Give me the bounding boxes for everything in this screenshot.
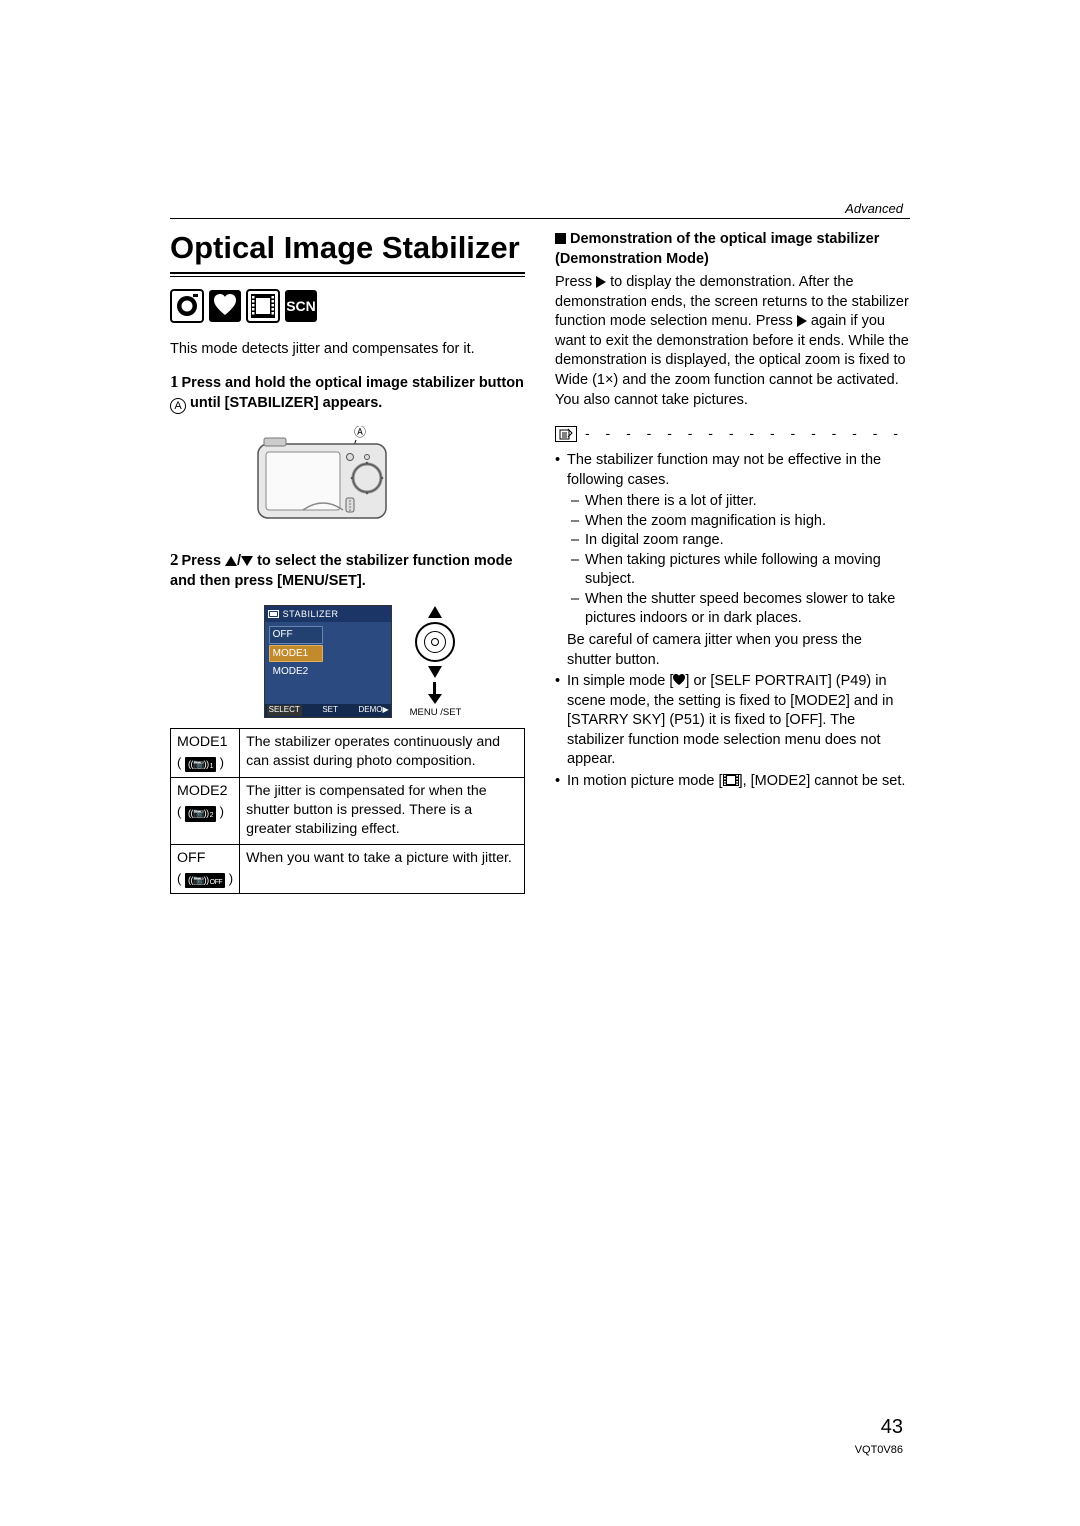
menu-set-label: MENU /SET xyxy=(410,708,462,718)
down-triangle-icon xyxy=(241,556,253,566)
camera-mode-icon xyxy=(171,290,203,322)
mode2-desc: The jitter is compensated for when the s… xyxy=(240,778,525,845)
stabilizer-icon: ((📷))1 xyxy=(185,757,216,772)
list-item: When taking pictures while following a m… xyxy=(571,551,910,590)
control-column: MENU /SET xyxy=(410,606,462,718)
title-rule-thick xyxy=(170,272,525,275)
list-item: When the zoom magnification is high. xyxy=(571,512,910,532)
off-cell: OFF ( ((📷))OFF ) xyxy=(171,844,240,893)
up-triangle-icon xyxy=(225,556,237,566)
table-row: MODE1 ( ((📷))1 ) The stabilizer operates… xyxy=(171,728,525,777)
step-2: 2Press / to select the stabilizer functi… xyxy=(170,549,525,592)
title-rule-thin xyxy=(170,276,525,277)
heart-mode-icon xyxy=(209,290,241,322)
menu-item-mode2: MODE2 xyxy=(269,663,323,681)
menu-item-off: OFF xyxy=(269,626,323,644)
mode1-label: MODE1 xyxy=(177,733,233,752)
square-bullet-icon xyxy=(555,233,566,244)
demo-paragraph: Press to display the demonstration. Afte… xyxy=(555,273,910,410)
page-number: 43 xyxy=(881,1414,903,1441)
header-rule xyxy=(170,218,910,219)
heart-icon xyxy=(673,674,685,686)
menu-footer-set: SET xyxy=(322,705,338,716)
step-1: 1Press and hold the optical image stabil… xyxy=(170,371,525,414)
stabilizer-icon: ((📷))OFF xyxy=(185,873,225,888)
step-2-text-a: Press xyxy=(182,553,226,569)
section-header: Advanced xyxy=(845,200,903,218)
list-item: In motion picture mode [], [MODE2] canno… xyxy=(555,772,910,792)
camera-label-a: Ⓐ xyxy=(354,426,366,439)
off-label: OFF xyxy=(177,849,233,868)
ctrl-down-icon xyxy=(428,666,442,678)
intro-text: This mode detects jitter and compensates… xyxy=(170,340,525,360)
menu-item-mode1: MODE1 xyxy=(269,645,323,663)
camera-figure: Ⓐ xyxy=(248,426,525,531)
dpad-icon xyxy=(415,622,455,662)
step-2-number: 2 xyxy=(170,550,179,569)
dash-line: - - - - - - - - - - - - - - - - - - xyxy=(585,424,910,443)
left-column: Optical Image Stabilizer xyxy=(170,230,525,894)
mode-icons-row: SCN xyxy=(170,289,525,330)
stabilizer-menu-screen: STABILIZER OFF MODE1 MODE2 SELECT SET DE… xyxy=(264,605,392,717)
document-code: VQT0V86 xyxy=(855,1443,903,1458)
step-1-text-a: Press and hold the optical image stabili… xyxy=(182,375,524,391)
right-triangle-icon xyxy=(596,276,606,288)
list-item: When there is a lot of jitter. xyxy=(571,492,910,512)
right-column: Demonstration of the optical image stabi… xyxy=(555,230,910,894)
menu-figure: STABILIZER OFF MODE1 MODE2 SELECT SET DE… xyxy=(200,605,525,717)
mode1-desc: The stabilizer operates continuously and… xyxy=(240,728,525,777)
ctrl-up-icon xyxy=(428,606,442,618)
right-triangle-icon xyxy=(797,315,807,327)
step-1-number: 1 xyxy=(170,372,179,391)
notes-list: The stabilizer function may not be effec… xyxy=(555,451,910,792)
note-separator: - - - - - - - - - - - - - - - - - - xyxy=(555,424,910,443)
modes-table: MODE1 ( ((📷))1 ) The stabilizer operates… xyxy=(170,728,525,894)
circle-a-label: A xyxy=(170,398,186,414)
motion-picture-mode-icon xyxy=(247,290,279,322)
table-row: MODE2 ( ((📷))2 ) The jitter is compensat… xyxy=(171,778,525,845)
list-item: The stabilizer function may not be effec… xyxy=(555,451,910,670)
demo-heading: Demonstration of the optical image stabi… xyxy=(555,230,910,269)
note-icon xyxy=(555,426,577,442)
step-1-text-b: until [STABILIZER] appears. xyxy=(186,395,382,411)
mode2-cell: MODE2 ( ((📷))2 ) xyxy=(171,778,240,845)
svg-text:SCN: SCN xyxy=(286,298,316,314)
table-row: OFF ( ((📷))OFF ) When you want to take a… xyxy=(171,844,525,893)
stabilizer-icon: ((📷))2 xyxy=(185,806,216,821)
scn-mode-icon: SCN xyxy=(285,290,317,322)
mode1-cell: MODE1 ( ((📷))1 ) xyxy=(171,728,240,777)
list-item: In digital zoom range. xyxy=(571,531,910,551)
menu-title: STABILIZER xyxy=(265,606,391,622)
page-title: Optical Image Stabilizer xyxy=(170,230,525,266)
menu-footer: SELECT SET DEMO▶ xyxy=(265,704,391,717)
film-icon xyxy=(723,774,739,786)
after-list-text: Be careful of camera jitter when you pre… xyxy=(567,631,910,670)
off-desc: When you want to take a picture with jit… xyxy=(240,844,525,893)
menu-footer-select: SELECT xyxy=(267,705,302,716)
menu-footer-demo: DEMO▶ xyxy=(358,705,388,716)
mode2-label: MODE2 xyxy=(177,782,233,801)
list-item: When the shutter speed becomes slower to… xyxy=(571,590,910,629)
list-item: In simple mode [] or [SELF PORTRAIT] (P4… xyxy=(555,672,910,770)
jitter-arrow-icon xyxy=(429,682,441,704)
